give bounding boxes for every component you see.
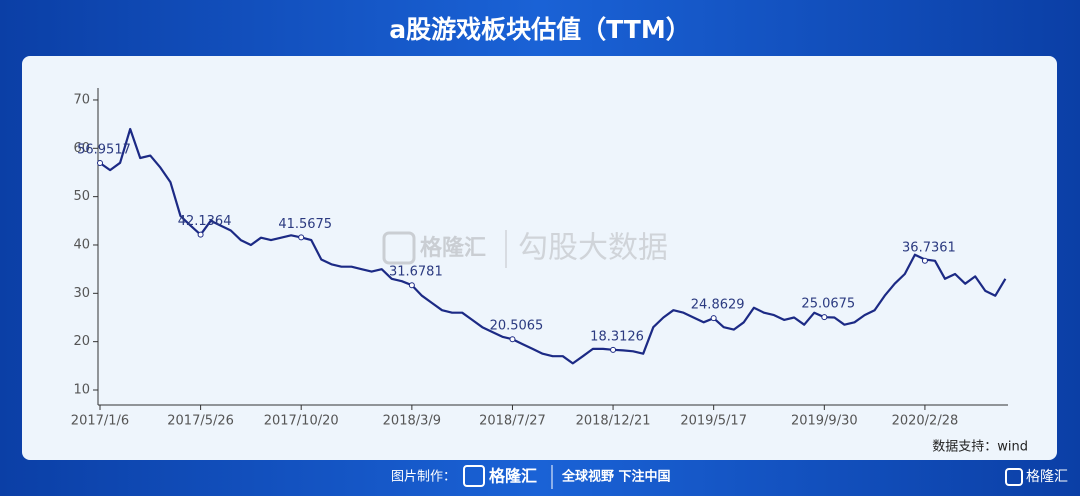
- title: a股游戏板块估值（TTM）: [389, 15, 690, 44]
- annotation-point: [97, 160, 103, 167]
- x-tick-label: 2018/7/27: [479, 414, 546, 429]
- annotation-point: [298, 234, 305, 241]
- annotation-label: 25.0675: [801, 297, 855, 312]
- annotation-label: 18.3126: [590, 329, 644, 344]
- annotation-point: [197, 231, 204, 238]
- y-tick-label: 60: [73, 141, 90, 156]
- footer-icon: [463, 465, 485, 487]
- footer-slogan: 全球视野 下注中国: [561, 469, 671, 485]
- y-tick-label: 30: [73, 286, 90, 301]
- y-tick-label: 40: [73, 237, 90, 252]
- x-tick-label: 2018/12/21: [576, 414, 651, 429]
- annotation-label: 31.6781: [389, 265, 443, 280]
- annotation-point: [610, 346, 617, 353]
- source: 数据支持：wind: [932, 440, 1028, 455]
- y-tick-label: 70: [73, 92, 90, 107]
- corner-logo: 格隆汇: [1026, 469, 1068, 485]
- annotation-label: 56.9517: [77, 143, 131, 158]
- annotation-point: [509, 336, 516, 343]
- annotation-label: 42.1364: [178, 214, 232, 229]
- x-tick-label: 2019/9/30: [791, 414, 858, 429]
- watermark: 格隆汇 勾股大数据: [382, 230, 668, 268]
- line: [99, 127, 1007, 365]
- corner-icon: [1005, 468, 1023, 486]
- annotation-label: 41.5675: [278, 217, 332, 232]
- panel: [22, 56, 1057, 460]
- plot: 10 20 30 40 50 60 70 2017/1/6 2017/5/26 2017/10/2…: [71, 92, 1007, 429]
- y-tick-label: 20: [73, 334, 90, 349]
- annotation-label: 24.8629: [691, 298, 745, 313]
- x-tick-label: 2020/2/28: [892, 414, 959, 429]
- annotation-point: [710, 315, 717, 322]
- watermark-text: 勾股大数据: [518, 231, 668, 266]
- annotation-point: [821, 314, 828, 321]
- annotation-point: [921, 257, 928, 264]
- annotation-label: 36.7361: [902, 240, 956, 255]
- annotation-label: 20.5065: [490, 319, 544, 334]
- y-tick-label: 10: [73, 382, 90, 397]
- x-tick-label: 2017/10/20: [264, 414, 339, 429]
- x-tick-label: 2018/3/9: [383, 414, 441, 429]
- x-tick-label: 2017/5/26: [167, 414, 234, 429]
- x-tick-label: 2017/1/6: [71, 414, 129, 429]
- annotation-point: [408, 282, 415, 289]
- footer-logo: 格隆汇: [489, 467, 537, 486]
- y-tick-label: 50: [73, 189, 90, 204]
- watermark-logo: 格隆汇: [420, 235, 486, 261]
- watermark-icon: [382, 231, 416, 265]
- footer-label: 图片制作：: [391, 470, 456, 485]
- x-tick-label: 2019/5/17: [680, 414, 747, 429]
